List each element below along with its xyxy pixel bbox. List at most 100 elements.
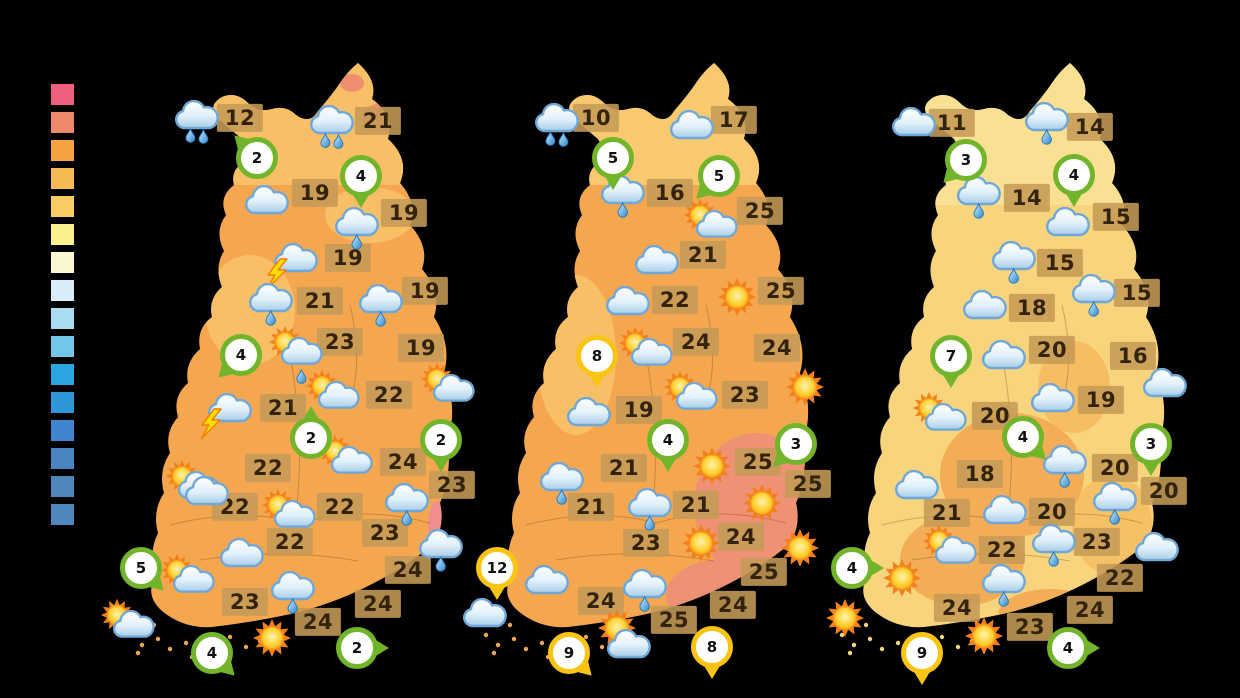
- temperature-label: 24: [753, 333, 801, 363]
- rain-cloud-icon: [539, 462, 585, 506]
- cloud-icon: [962, 290, 1008, 322]
- rain-cloud-icon: [622, 569, 668, 613]
- wind-speed-value: 5: [592, 137, 634, 179]
- cloud-icon: [981, 340, 1027, 372]
- temperature-label: 25: [736, 196, 784, 226]
- temperature-label: 24: [672, 327, 720, 357]
- wind-direction-tail: [592, 137, 634, 190]
- wind-marker: 5: [698, 155, 740, 197]
- wind-speed-value: 4: [340, 155, 382, 197]
- rain-cloud-icon: [418, 529, 464, 573]
- cloud-icon: [894, 470, 940, 502]
- wind-marker: 12: [476, 547, 518, 600]
- temperature-label: 16: [646, 178, 694, 208]
- rain-cloud-icon: [1031, 524, 1077, 568]
- wind-marker: 5: [120, 547, 162, 589]
- sun-icon: [252, 618, 292, 658]
- cloud-icon: [1030, 383, 1076, 415]
- wind-marker: 3: [1130, 423, 1172, 476]
- temperature-label: 22: [1096, 563, 1144, 593]
- legend-swatch: [51, 364, 74, 385]
- legend-swatch: [51, 224, 74, 245]
- temperature-label: 14: [1003, 183, 1051, 213]
- temperature-label: 24: [354, 589, 402, 619]
- cloud-icon: [669, 110, 715, 142]
- legend-swatch: [51, 504, 74, 525]
- wind-marker: 4: [1002, 416, 1044, 458]
- temperature-label: 15: [1036, 248, 1084, 278]
- wind-direction-tail: [647, 419, 689, 472]
- sun-icon: [717, 277, 757, 317]
- wind-speed-value: 4: [1047, 627, 1089, 669]
- wind-marker: 4: [191, 632, 233, 674]
- wind-speed-value: 2: [236, 137, 278, 179]
- sun-icon: [964, 616, 1004, 656]
- temperature-label: 19: [397, 333, 445, 363]
- sun-cloud-icon: [663, 370, 719, 416]
- wind-speed-value: 8: [691, 626, 733, 668]
- temperature-label: 18: [956, 459, 1004, 489]
- wind-marker: 8: [691, 626, 733, 679]
- temperature-label: 21: [296, 286, 344, 316]
- temperature-label: 23: [721, 380, 769, 410]
- wind-speed-value: 4: [220, 334, 262, 376]
- wind-speed-value: 3: [945, 139, 987, 181]
- wind-speed-value: 5: [698, 155, 740, 197]
- wind-marker: 2: [336, 627, 378, 669]
- wind-marker: 8: [576, 335, 618, 388]
- rain-cloud-heavy-icon: [174, 100, 220, 146]
- legend-swatch: [51, 140, 74, 161]
- temperature-label: 10: [572, 103, 620, 133]
- legend-swatch: [51, 448, 74, 469]
- rain-cloud-icon: [991, 241, 1037, 285]
- wind-marker: 4: [1047, 627, 1089, 669]
- sun-cloud-icon: [922, 524, 978, 570]
- wind-marker: 2: [290, 417, 332, 459]
- temperature-label: 19: [380, 198, 428, 228]
- rain-cloud-icon: [981, 564, 1027, 608]
- wind-marker: 5: [592, 137, 634, 190]
- temperature-legend: [51, 84, 74, 532]
- wind-marker: 9: [901, 632, 943, 685]
- temperature-label: 25: [650, 605, 698, 635]
- wind-speed-value: 8: [576, 335, 618, 377]
- temperature-label: 24: [933, 593, 981, 623]
- temperature-label: 22: [316, 492, 364, 522]
- temperature-label: 19: [291, 178, 339, 208]
- wind-direction-tail: [576, 335, 618, 388]
- temperature-label: 15: [1113, 278, 1161, 308]
- cloud-icon: [605, 286, 651, 318]
- wind-marker: 4: [340, 155, 382, 208]
- wind-speed-value: 4: [191, 632, 233, 674]
- temperature-label: 21: [354, 106, 402, 136]
- sun-cloud-icon: [160, 553, 216, 599]
- temperature-label: 23: [361, 518, 409, 548]
- temperature-label: 24: [384, 555, 432, 585]
- wind-speed-value: 12: [476, 547, 518, 589]
- wind-speed-value: 7: [930, 335, 972, 377]
- temperature-label: 14: [1066, 112, 1114, 142]
- rain-cloud-icon: [1071, 274, 1117, 318]
- temperature-label: 21: [923, 498, 971, 528]
- temperature-label: 22: [651, 285, 699, 315]
- cloud-icon: [891, 107, 937, 139]
- temperature-label: 24: [577, 586, 625, 616]
- cloud-icon: [634, 245, 680, 277]
- wind-speed-value: 5: [120, 547, 162, 589]
- wind-speed-value: 4: [831, 547, 873, 589]
- wind-speed-value: 4: [1002, 416, 1044, 458]
- temperature-label: 23: [316, 327, 364, 357]
- temperature-label: 22: [365, 380, 413, 410]
- wind-marker: 4: [831, 547, 873, 589]
- temperature-label: 22: [978, 535, 1026, 565]
- temperature-label: 25: [784, 469, 832, 499]
- temperature-label: 19: [401, 276, 449, 306]
- legend-swatch: [51, 392, 74, 413]
- temperature-label: 25: [757, 276, 805, 306]
- legend-swatch: [51, 308, 74, 329]
- cloud-icon: [524, 565, 570, 597]
- legend-swatch: [51, 168, 74, 189]
- temperature-label: 23: [428, 470, 476, 500]
- sun-icon: [742, 483, 782, 523]
- sun-icon: [785, 367, 825, 407]
